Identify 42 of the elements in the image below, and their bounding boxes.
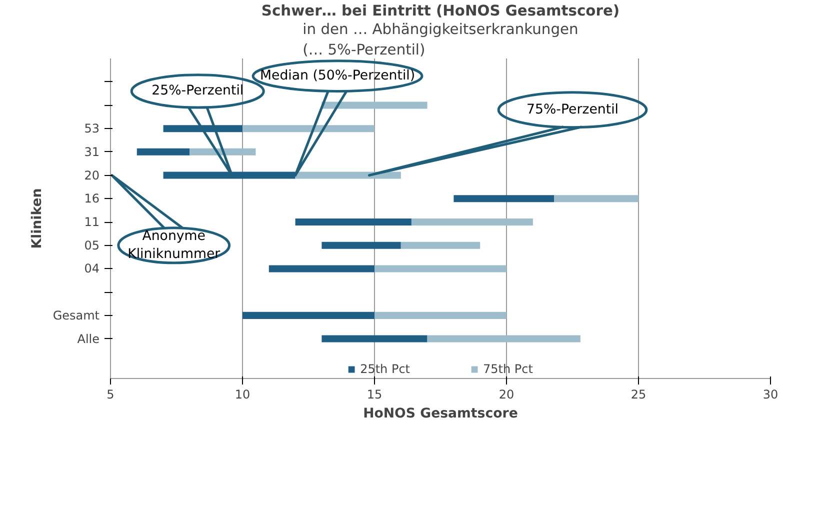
bar bbox=[295, 218, 412, 226]
bar bbox=[242, 312, 374, 319]
bar bbox=[268, 265, 374, 272]
y-tick-label: Gesamt bbox=[52, 308, 100, 322]
bar bbox=[242, 125, 374, 132]
annotation: 25%-Perzentil bbox=[152, 84, 244, 99]
annotation: Median (50%-Perzentil) bbox=[260, 68, 416, 84]
bar bbox=[374, 265, 506, 272]
bar bbox=[295, 172, 401, 179]
y-tick-label: Alle bbox=[77, 332, 100, 346]
bar bbox=[322, 102, 428, 109]
x-tick-label: 15 bbox=[366, 388, 382, 402]
annotation: 75%-Perzentil bbox=[526, 102, 618, 118]
x-tick-label: 30 bbox=[762, 388, 778, 402]
y-tick-label: 31 bbox=[84, 144, 100, 159]
x-tick-label: 20 bbox=[498, 388, 514, 402]
bar bbox=[411, 218, 533, 226]
x-tick-label: 5 bbox=[106, 388, 114, 402]
y-axis-title: Kliniken bbox=[30, 188, 45, 249]
bar bbox=[136, 148, 190, 156]
x-tick-label: 25 bbox=[630, 388, 646, 402]
y-tick-label: 53 bbox=[84, 122, 100, 136]
bar bbox=[322, 335, 428, 342]
legend-label: 25th Pct bbox=[360, 362, 410, 376]
y-tick-label: 11 bbox=[84, 215, 100, 230]
bar bbox=[322, 242, 401, 249]
chart-subtitle: in den … Abhängigkeitserkrankungen (… 5%-Perzentil) bbox=[302, 21, 578, 58]
bar bbox=[190, 148, 256, 156]
bar bbox=[427, 335, 580, 342]
bar bbox=[454, 195, 554, 202]
chart-title: Schwer… bei Eintritt (HoNOS Gesamtscore) bbox=[261, 2, 620, 20]
annotation: Anonyme Kliniknummer bbox=[128, 228, 221, 262]
x-axis-title: HoNOS Gesamtscore bbox=[363, 406, 518, 422]
legend-label: 75th Pct bbox=[483, 362, 533, 376]
y-tick-label: 16 bbox=[84, 192, 100, 206]
y-tick-label: 04 bbox=[84, 262, 100, 276]
y-tick-label: 05 bbox=[84, 238, 100, 252]
y-tick-label: 20 bbox=[84, 168, 100, 182]
bar bbox=[554, 195, 638, 202]
bar bbox=[400, 242, 480, 249]
bar bbox=[374, 312, 506, 319]
x-tick-label: 10 bbox=[234, 388, 250, 402]
